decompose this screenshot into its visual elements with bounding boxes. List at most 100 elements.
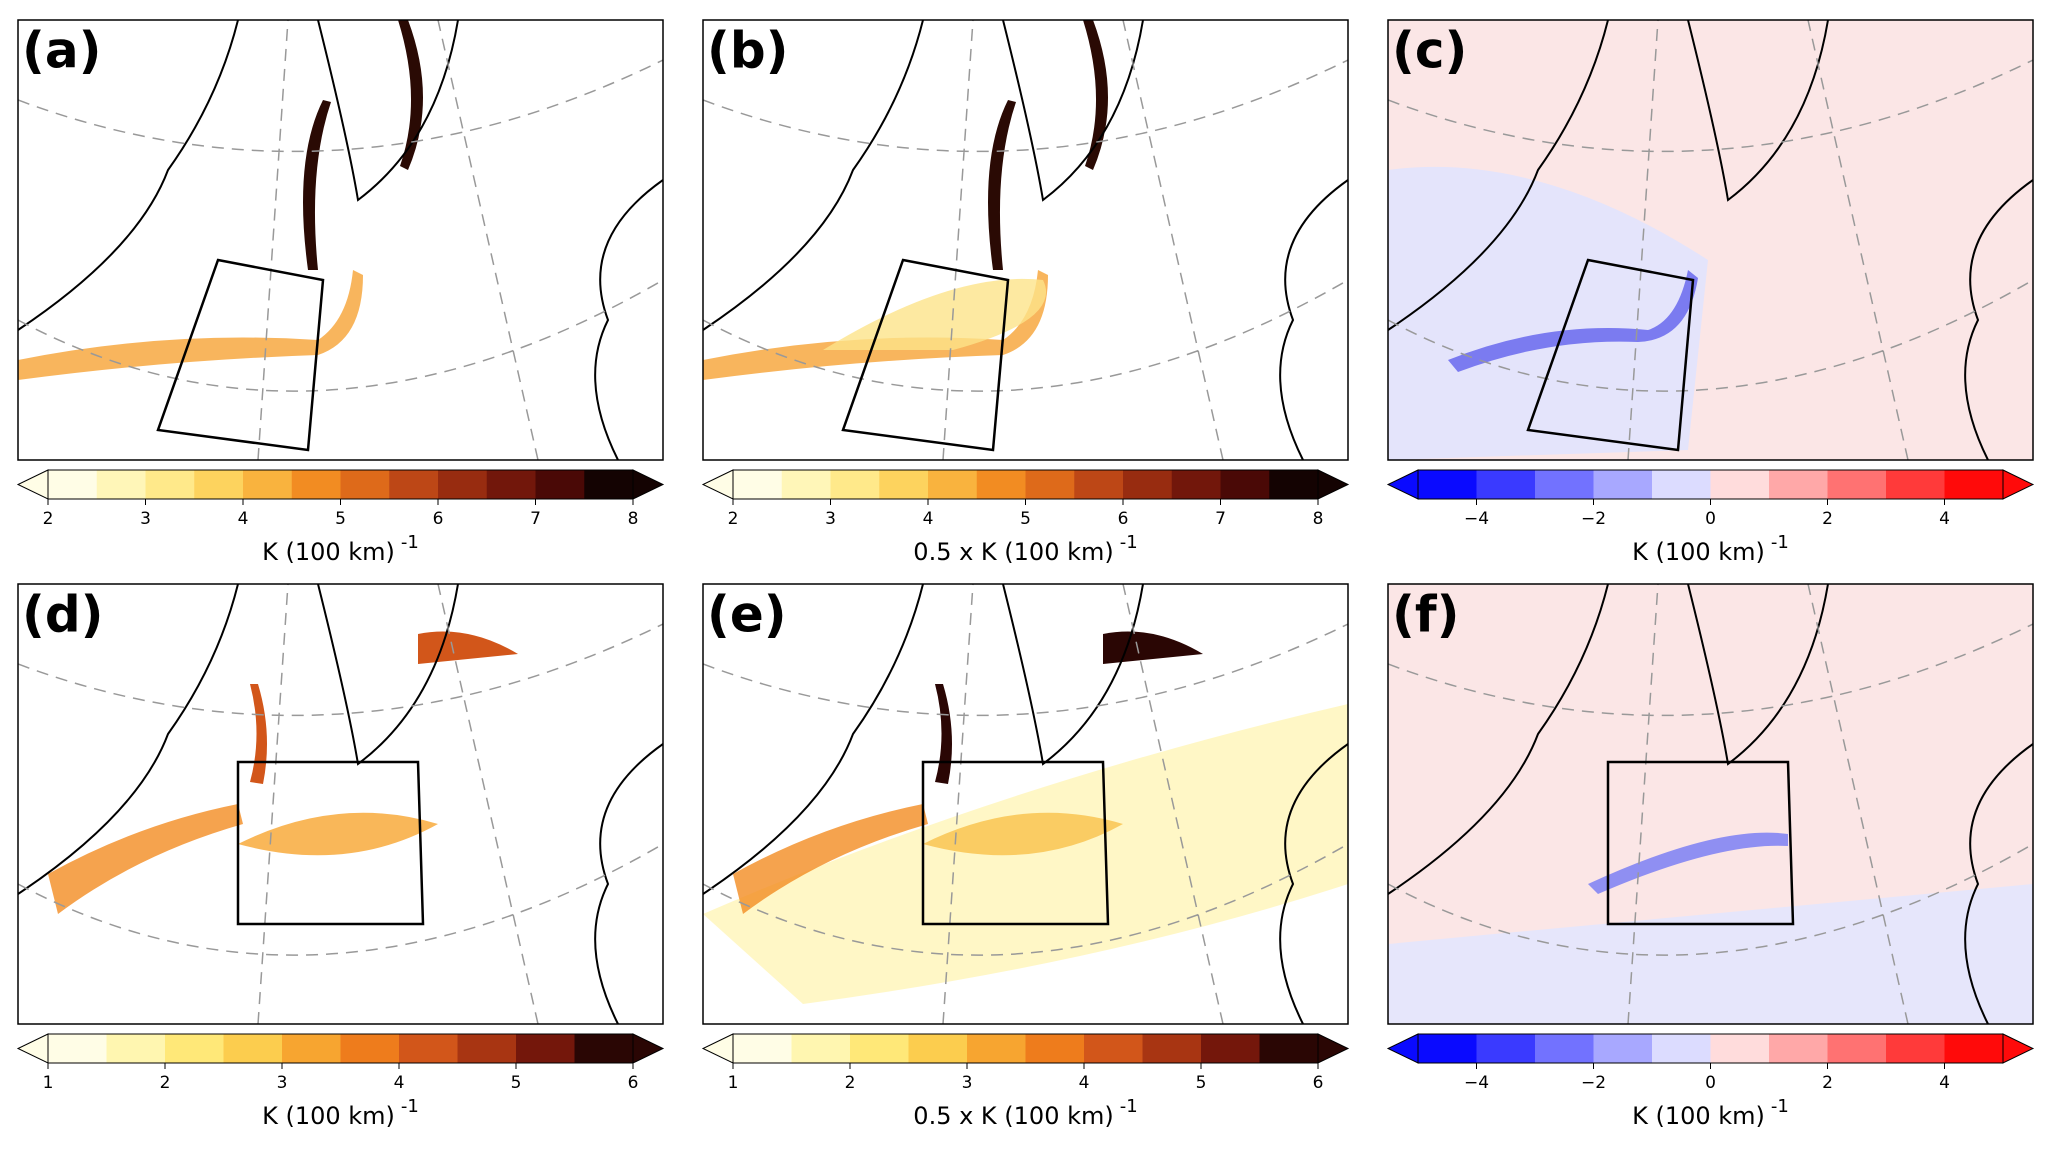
panel-label: (f) — [1392, 586, 1459, 644]
graticule — [1388, 584, 2033, 1024]
colorbar-title: K (100 km) -1 — [1632, 532, 1789, 566]
colorbar-bin — [850, 1034, 909, 1063]
coastline — [1388, 584, 2033, 1024]
colorbar-extend-low — [1386, 1033, 1419, 1064]
colorbar-bin — [48, 470, 98, 499]
map-content — [18, 20, 663, 460]
colorbar-bin — [1593, 470, 1653, 499]
map-panel: (c) — [1387, 19, 2034, 461]
colorbar-extend-low — [16, 469, 49, 500]
field-shading — [1588, 832, 1788, 894]
colorbar-bin — [1710, 1034, 1770, 1063]
colorbar-bin — [223, 1034, 283, 1063]
colorbar-extend-high — [1317, 1033, 1350, 1064]
colorbar-bin — [1769, 1034, 1828, 1063]
map-panel: (e) — [702, 583, 1349, 1025]
map-panel: (b) — [702, 19, 1349, 461]
map-frame — [17, 19, 664, 461]
colorbar-tick-label: 0 — [1705, 509, 1716, 529]
field-shading — [988, 100, 1016, 270]
colorbar-title-exponent: -1 — [401, 1096, 419, 1117]
colorbar-tick-label: 1 — [728, 1073, 739, 1093]
colorbar-tick-label: 2 — [1822, 509, 1833, 529]
colorbar-extend-low — [701, 469, 734, 500]
map-frame — [702, 19, 1349, 461]
colorbar-bin — [1535, 1034, 1594, 1063]
map-frame — [1387, 583, 2034, 1025]
colorbar-tick-label: 6 — [628, 1073, 639, 1093]
map-content — [703, 584, 1348, 1024]
colorbar-bin — [1025, 470, 1075, 499]
colorbar-tick-label: 5 — [1196, 1073, 1207, 1093]
map-content — [18, 584, 663, 1024]
colorbar-title-main: K (100 km) — [1632, 538, 1765, 566]
colorbar-bin — [243, 470, 293, 499]
map-frame — [702, 583, 1349, 1025]
colorbar-title-main: K (100 km) — [1632, 1102, 1765, 1130]
field-shading — [923, 812, 1123, 856]
colorbar-title-main: 0.5 x K (100 km) — [913, 538, 1113, 566]
colorbar-bin — [574, 1034, 634, 1063]
analysis-box — [841, 258, 1010, 452]
colorbar-tick-label: 3 — [140, 509, 151, 529]
field-shading — [238, 812, 438, 856]
colorbar-bin — [165, 1034, 224, 1063]
panel-label: (c) — [1392, 22, 1467, 80]
colorbar-bin — [1418, 1034, 1477, 1063]
colorbar-tick-label: −4 — [1464, 509, 1489, 529]
colorbar-bin — [1476, 1034, 1536, 1063]
colorbar-bin — [1710, 470, 1770, 499]
colorbar-title-exponent: -1 — [1771, 1096, 1789, 1117]
field-shading — [935, 684, 952, 784]
panel-label: (a) — [22, 22, 101, 80]
field-shading — [1448, 270, 1698, 372]
colorbar-bin — [145, 470, 195, 499]
map-panel: (a) — [17, 19, 664, 461]
colorbar-bin — [194, 470, 244, 499]
colorbar-tick-label: 6 — [1118, 509, 1129, 529]
colorbar-title: K (100 km) -1 — [262, 1096, 419, 1130]
colorbar-bin — [96, 470, 146, 499]
field-shading — [250, 684, 267, 784]
colorbar-bin — [733, 1034, 792, 1063]
colorbar-tick-label: 6 — [1313, 1073, 1324, 1093]
map-background — [18, 584, 663, 1024]
colorbar-bin — [733, 470, 783, 499]
colorbar-bin — [1123, 470, 1173, 499]
coastline — [703, 20, 1348, 460]
colorbar-tick-label: 1 — [43, 1073, 54, 1093]
field-shading — [303, 100, 331, 270]
colorbar-tick-label: 5 — [1020, 509, 1031, 529]
field-shading — [418, 631, 518, 664]
colorbar-extend-low — [1386, 469, 1419, 500]
colorbar-frame — [732, 1033, 1319, 1064]
colorbar-bin — [1084, 1034, 1143, 1063]
colorbar-extend-low — [16, 1033, 49, 1064]
colorbar-tick-label: −2 — [1581, 1073, 1606, 1093]
colorbar-bin — [1593, 1034, 1653, 1063]
map-frame — [17, 583, 664, 1025]
colorbar-tick-label: 4 — [238, 509, 249, 529]
map-frame — [1387, 19, 2034, 461]
colorbar-title: K (100 km) -1 — [262, 532, 419, 566]
field-shading — [733, 804, 928, 914]
colorbar-extend-high — [632, 1033, 665, 1064]
colorbar-bin — [340, 1034, 400, 1063]
colorbar-bin — [340, 470, 390, 499]
colorbar-tick-label: −4 — [1464, 1073, 1489, 1093]
colorbar-tick-label: 4 — [923, 509, 934, 529]
field-shading — [18, 270, 363, 380]
colorbar-title-exponent: -1 — [1120, 532, 1138, 553]
colorbar-extend-high — [632, 469, 665, 500]
colorbar-bin — [291, 470, 341, 499]
colorbar-extend-low — [701, 1033, 734, 1064]
panel-label: (e) — [707, 586, 787, 644]
colorbar-title-exponent: -1 — [401, 532, 419, 553]
colorbar-bin — [282, 1034, 341, 1063]
colorbar-tick-label: 4 — [394, 1073, 405, 1093]
analysis-box — [1526, 258, 1695, 452]
colorbar-tick-label: 5 — [335, 509, 346, 529]
colorbar-bin — [48, 1034, 107, 1063]
